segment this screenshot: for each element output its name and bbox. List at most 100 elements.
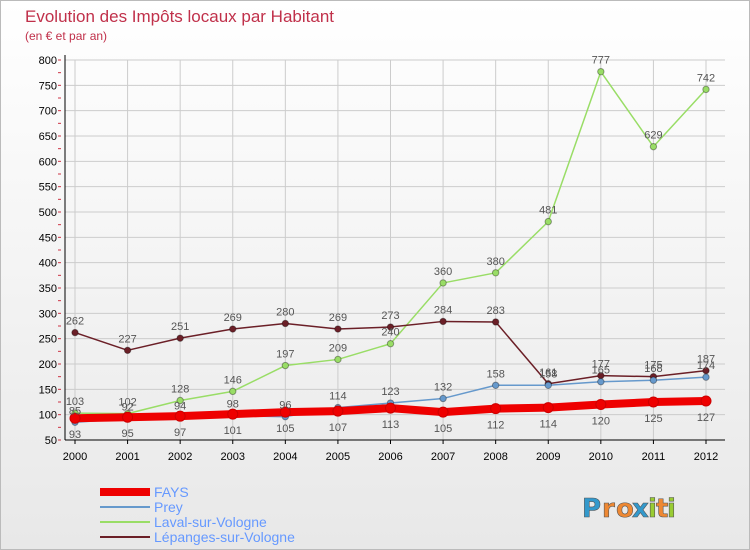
- data-point: [281, 361, 290, 370]
- data-label: 240: [381, 327, 399, 339]
- series-layer: [69, 67, 712, 426]
- data-label: 283: [486, 305, 504, 317]
- data-label: 105: [434, 423, 452, 435]
- data-point: [279, 406, 291, 418]
- x-tick-label: 2007: [431, 451, 455, 463]
- data-label: 187: [697, 354, 715, 366]
- y-tick-label: 500: [39, 207, 57, 219]
- data-label: 629: [644, 130, 662, 142]
- data-label: 146: [224, 374, 242, 386]
- data-label: 269: [329, 312, 347, 324]
- y-tick-label: 700: [39, 106, 57, 118]
- data-label: 158: [539, 368, 557, 380]
- data-point: [542, 402, 554, 414]
- data-label: 777: [592, 55, 610, 67]
- y-tick-label: 350: [39, 283, 57, 295]
- data-point: [174, 410, 186, 422]
- data-label: 284: [434, 304, 452, 316]
- y-tick-label: 200: [39, 359, 57, 371]
- logo-letter: P: [582, 494, 601, 524]
- x-tick-label: 2005: [326, 451, 350, 463]
- data-point: [123, 346, 132, 355]
- data-label: 251: [171, 321, 189, 333]
- data-point: [334, 355, 342, 364]
- data-label: 96: [279, 400, 291, 412]
- data-point: [386, 323, 395, 331]
- data-point: [332, 405, 344, 417]
- data-label: 114: [539, 419, 557, 431]
- data-label: 103: [66, 396, 84, 408]
- data-label: 102: [118, 397, 136, 409]
- data-label: 125: [644, 413, 662, 425]
- data-label: 742: [697, 72, 715, 84]
- y-tick-label: 600: [39, 156, 57, 168]
- data-label: 120: [592, 416, 610, 428]
- legend: FAYSPreyLaval-sur-VologneLépanges-sur-Vo…: [100, 484, 295, 545]
- data-label: 280: [276, 306, 294, 318]
- y-tick-label: 250: [39, 334, 57, 346]
- data-point: [700, 395, 712, 407]
- data-label: 165: [592, 365, 610, 377]
- data-point: [281, 319, 290, 328]
- data-point: [595, 399, 607, 411]
- data-point: [491, 269, 500, 277]
- data-point: [439, 279, 447, 287]
- data-point: [227, 408, 239, 420]
- logo-letter: r: [602, 494, 615, 524]
- data-point: [439, 317, 447, 326]
- data-label: 92: [121, 402, 133, 414]
- data-label: 227: [118, 333, 136, 345]
- logo-letter: i: [648, 494, 657, 524]
- axes: 50 100 150 200 250 300 350 400 450 500 550 600 650 70…: [39, 55, 725, 463]
- data-point: [386, 340, 395, 348]
- y-tick-label: 100: [39, 410, 57, 422]
- data-label: 94: [174, 401, 186, 413]
- data-label: 174: [697, 360, 715, 372]
- logo-letter: o: [616, 494, 634, 524]
- data-label: 98: [227, 399, 239, 411]
- data-point: [176, 334, 184, 342]
- data-point: [229, 325, 237, 333]
- y-tick-label: 150: [39, 384, 57, 396]
- x-tick-label: 2001: [115, 451, 139, 463]
- data-label: 197: [276, 349, 294, 361]
- x-tick-label: 2008: [483, 451, 507, 463]
- data-point: [490, 403, 502, 415]
- data-label: 127: [697, 412, 715, 424]
- x-tick-label: 2004: [273, 451, 297, 463]
- grid: [65, 59, 725, 441]
- x-tick-label: 2006: [378, 451, 402, 463]
- data-point: [437, 406, 449, 418]
- data-point: [439, 394, 447, 403]
- x-tick-label: 2012: [694, 451, 718, 463]
- data-label: 360: [434, 266, 452, 278]
- data-label: 481: [539, 205, 557, 217]
- y-tick-label: 450: [39, 232, 57, 244]
- x-tick-label: 2009: [536, 451, 560, 463]
- data-label: 273: [381, 310, 399, 322]
- data-label: 97: [174, 427, 186, 439]
- chart-subtitle: (en € et par an): [25, 29, 107, 43]
- data-label: 269: [224, 312, 242, 324]
- data-point: [702, 85, 710, 94]
- data-label: 209: [329, 342, 347, 354]
- data-label: 101: [224, 425, 242, 437]
- data-point: [647, 396, 659, 408]
- data-label: 380: [486, 256, 504, 268]
- logo-letter: t: [656, 494, 668, 524]
- y-tick-label: 50: [45, 435, 57, 447]
- data-point: [597, 378, 605, 386]
- legend-label: Prey: [154, 499, 183, 515]
- data-label: 177: [592, 359, 610, 371]
- y-tick-label: 550: [39, 182, 57, 194]
- data-label: 158: [486, 368, 504, 380]
- data-point: [649, 142, 658, 151]
- logo-letter: i: [667, 494, 676, 524]
- x-tick-label: 2011: [642, 451, 666, 463]
- data-point: [334, 325, 342, 333]
- logo-letter: x: [632, 494, 649, 524]
- y-tick-label: 400: [39, 258, 57, 270]
